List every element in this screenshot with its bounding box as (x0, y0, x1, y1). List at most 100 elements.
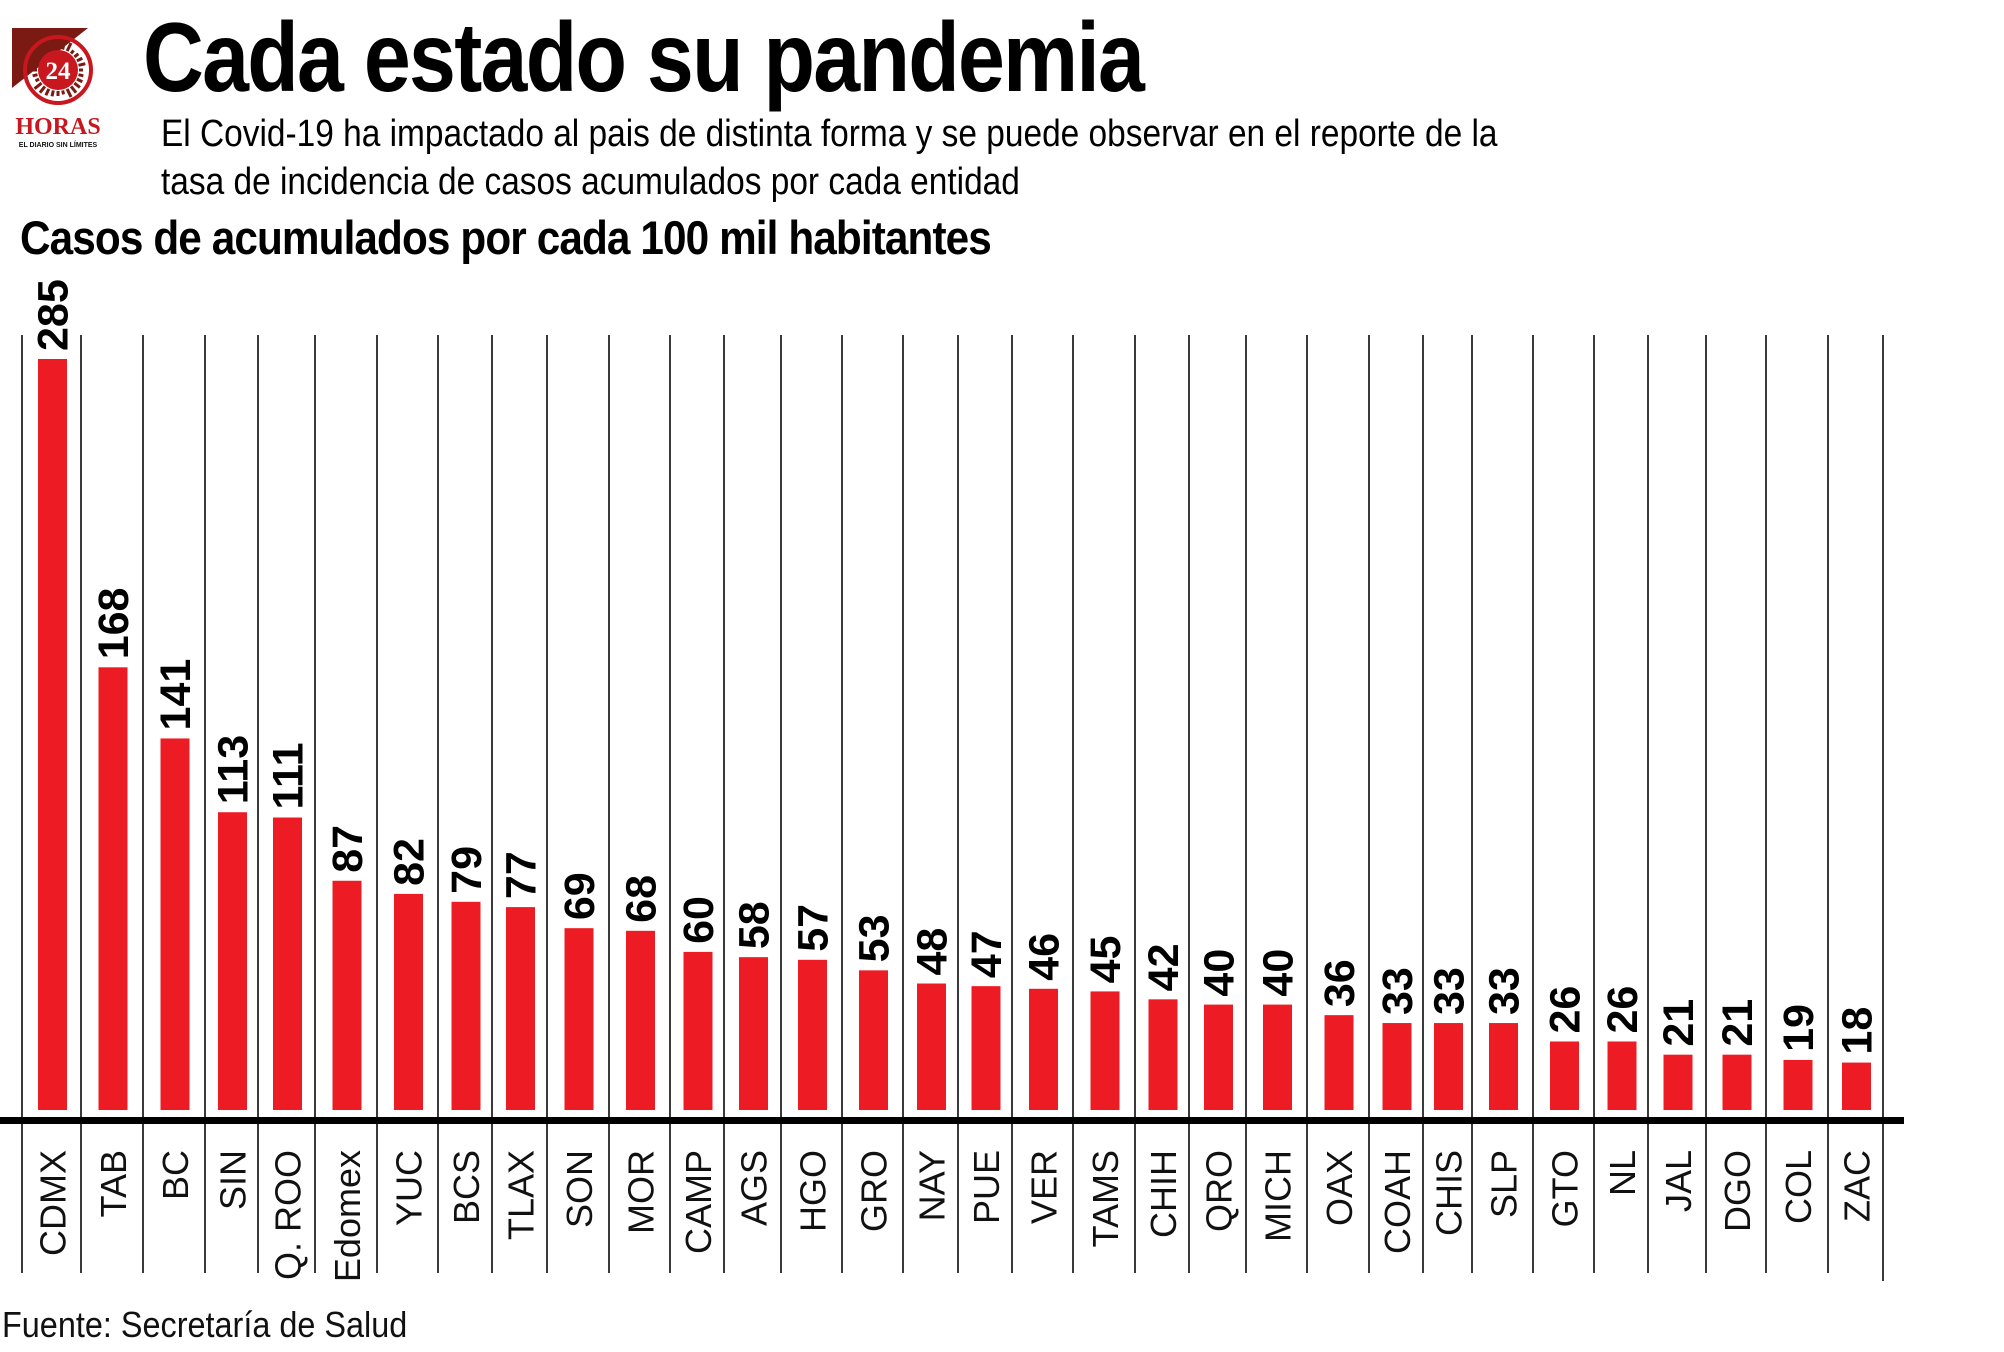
logo-skyline-building (50, 90, 55, 97)
logo-name: HORAS (15, 114, 100, 140)
logo-skyline-building (45, 45, 51, 52)
bar-dgo (1722, 1054, 1752, 1110)
logo-skyline-building (30, 62, 38, 67)
data-label: 113 (210, 735, 258, 804)
logo-skyline-building (50, 43, 55, 50)
category-label: GRO (854, 1150, 895, 1232)
category-label: SIN (213, 1150, 254, 1210)
category-label: GTO (1545, 1150, 1586, 1227)
data-label: 141 (152, 659, 200, 731)
bar-coah (1382, 1023, 1412, 1110)
data-label: 69 (556, 872, 604, 920)
bar-bcs (451, 901, 481, 1110)
data-label: 36 (1316, 959, 1364, 1007)
category-label: MICH (1258, 1150, 1299, 1242)
bar-jal (1663, 1054, 1693, 1110)
data-label: 57 (790, 904, 838, 952)
category-labels: CDMX TAB BC SIN Q. ROO Edomex YUC BCS TLAX SON MOR… (33, 1150, 1878, 1282)
logo-tagline: EL DIARIO SIN LÍMITES (19, 140, 98, 149)
bar-ver (1029, 988, 1058, 1110)
data-label: 79 (443, 846, 491, 894)
data-label: 285 (30, 279, 78, 351)
data-label: 77 (498, 851, 546, 899)
bars (38, 359, 1871, 1110)
logo-skyline-building (38, 85, 47, 94)
logo-skyline-building (32, 73, 38, 78)
data-label: 47 (963, 930, 1011, 978)
data-label: 33 (1426, 967, 1474, 1015)
subtitle: El Covid-19 ha impactado al pais de dist… (161, 110, 1833, 206)
category-label: ZAC (1837, 1150, 1878, 1222)
logo-skyline-building (78, 62, 86, 67)
bar-slp (1489, 1023, 1518, 1110)
category-label: Q. ROO (268, 1150, 309, 1280)
category-label: HGO (793, 1150, 834, 1232)
category-label: BCS (446, 1150, 487, 1224)
logo-number: 24 (46, 58, 72, 85)
logo-emblem-icon: 24 HORAS EL DIARIO SIN LÍMITES (12, 28, 101, 149)
logo-inner-circle (38, 50, 78, 90)
logo-skyline-building (41, 49, 47, 55)
bar-pue (971, 986, 1001, 1110)
category-label: AGS (734, 1150, 775, 1226)
logo-ring (23, 35, 93, 105)
bar-yuc (394, 893, 423, 1110)
bar-cdmx (38, 359, 67, 1110)
category-label: CHIH (1143, 1150, 1184, 1238)
bar-q-roo (273, 817, 302, 1110)
bar-edomex (332, 880, 362, 1110)
logo-skyline-building (31, 56, 40, 63)
page-title: Cada estado su pandemia (143, 2, 1145, 112)
logo-skyline-building (76, 77, 83, 84)
data-label: 33 (1374, 967, 1422, 1015)
bar-ags (739, 957, 768, 1110)
category-label: Edomex (327, 1150, 368, 1282)
bar-mich (1263, 1004, 1292, 1110)
data-label: 40 (1196, 949, 1244, 997)
category-label: PUE (966, 1150, 1007, 1224)
bar-chis (1434, 1023, 1463, 1110)
data-label: 48 (909, 928, 957, 976)
bar-camp (683, 951, 713, 1110)
category-label: NAY (912, 1150, 953, 1221)
category-label: VER (1024, 1150, 1065, 1224)
data-label: 45 (1082, 936, 1130, 984)
bar-qro (1204, 1004, 1233, 1110)
bar-col (1783, 1059, 1813, 1110)
data-label: 21 (1655, 999, 1703, 1047)
data-label: 60 (675, 896, 723, 944)
logo-skyline (30, 41, 86, 98)
bar-bc (160, 738, 190, 1110)
data-label: 40 (1255, 949, 1303, 997)
logo-skyline-building (73, 81, 81, 89)
data-label: 68 (618, 875, 666, 923)
logo-skyline-building (33, 50, 43, 59)
data-label: 58 (731, 901, 779, 949)
bar-tams (1090, 991, 1120, 1110)
data-label: 111 (265, 743, 313, 810)
bar-hgo (798, 959, 827, 1110)
newspaper-logo: 24 HORAS EL DIARIO SIN LÍMITES (10, 22, 110, 152)
logo-skyline-building (69, 85, 78, 94)
bar-gro (859, 970, 888, 1110)
category-label: JAL (1658, 1150, 1699, 1212)
bar-zac (1842, 1062, 1871, 1110)
data-label: 82 (386, 838, 434, 886)
bar-nay (917, 983, 946, 1110)
data-label: 168 (90, 588, 138, 660)
x-axis-baseline (0, 1117, 1904, 1124)
logo-skyline-building (61, 41, 66, 50)
category-label: TLAX (501, 1150, 542, 1240)
data-label: 33 (1481, 967, 1529, 1015)
bar-tlax (506, 907, 535, 1110)
bar-mor (626, 930, 655, 1110)
data-label: 87 (324, 825, 372, 873)
logo-skyline-building (61, 90, 66, 95)
logo-skyline-building (34, 77, 40, 83)
category-label: CAMP (678, 1150, 719, 1254)
bar-gto (1550, 1041, 1579, 1110)
logo-skyline-building (78, 73, 84, 78)
category-label: MOR (621, 1150, 662, 1234)
category-label: DGO (1717, 1150, 1758, 1232)
